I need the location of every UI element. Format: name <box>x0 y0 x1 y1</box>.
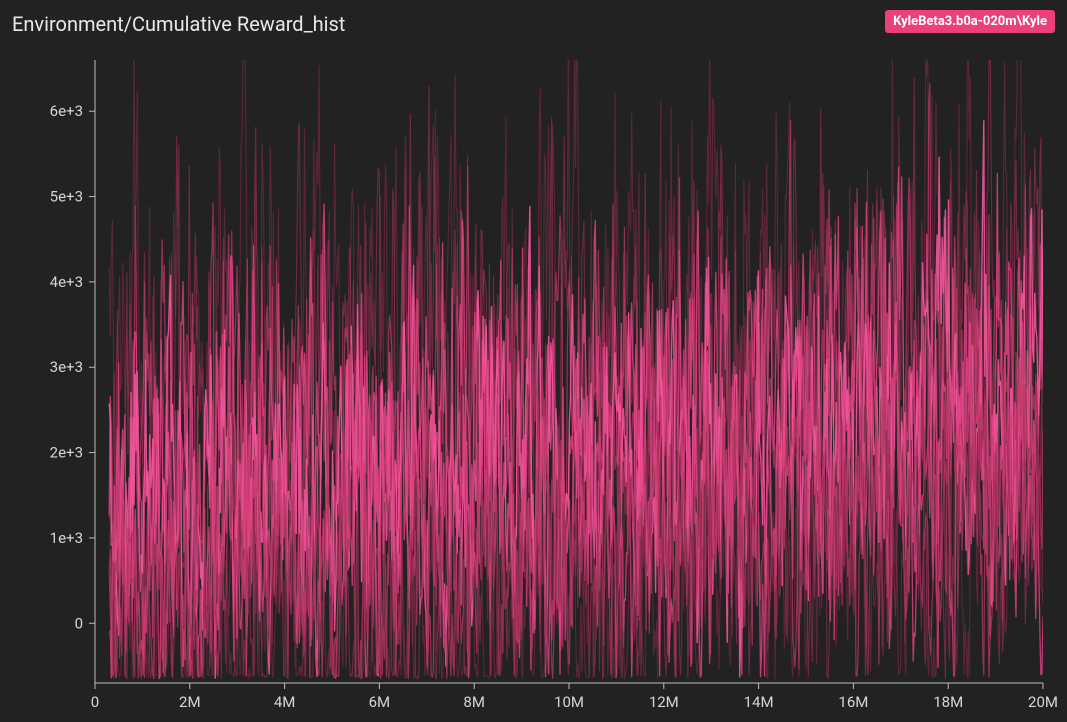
svg-text:4e+3: 4e+3 <box>50 273 83 291</box>
svg-text:10M: 10M <box>554 693 584 711</box>
svg-text:2M: 2M <box>179 693 201 711</box>
svg-text:8M: 8M <box>463 693 485 711</box>
svg-text:16M: 16M <box>838 693 868 711</box>
svg-text:4M: 4M <box>274 693 296 711</box>
svg-text:2e+3: 2e+3 <box>50 444 83 462</box>
svg-text:0: 0 <box>75 614 83 632</box>
svg-text:18M: 18M <box>933 693 963 711</box>
chart-container: Environment/Cumulative Reward_hist KyleB… <box>0 0 1067 722</box>
svg-text:6M: 6M <box>369 693 391 711</box>
svg-text:12M: 12M <box>649 693 679 711</box>
chart-plot: 0 1e+3 2e+3 3e+3 4e+3 5e+3 6e+3 0 2M 4M 6M 8M 10M 12M… <box>0 0 1067 722</box>
svg-text:1e+3: 1e+3 <box>50 529 83 547</box>
svg-text:0: 0 <box>91 693 99 711</box>
svg-text:6e+3: 6e+3 <box>50 102 83 120</box>
svg-text:5e+3: 5e+3 <box>50 188 83 206</box>
svg-text:3e+3: 3e+3 <box>50 358 83 376</box>
svg-text:20M: 20M <box>1028 693 1058 711</box>
svg-text:14M: 14M <box>744 693 774 711</box>
